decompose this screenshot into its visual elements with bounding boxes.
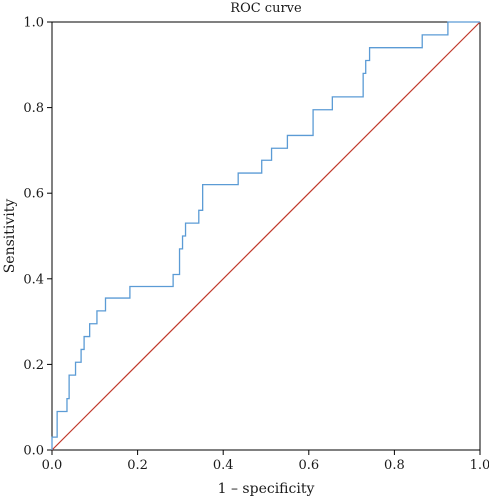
series-lines [51,21,481,451]
roc-curve-line [51,21,480,450]
x-tick-label: 0.6 [298,458,319,473]
x-axis-ticks: 0.0 0.2 0.4 0.6 0.8 1.0 [42,450,489,473]
chart-title: ROC curve [230,1,302,16]
y-tick-label: 0.6 [23,187,44,202]
x-axis-label: 1 – specificity [218,481,315,497]
y-tick-label: 0.0 [23,444,44,459]
y-axis-label: Sensitivity [2,199,18,274]
plot-area [51,21,481,451]
reference-diagonal-line [51,21,481,451]
x-tick-label: 0.8 [384,458,405,473]
x-tick-label: 0.2 [127,458,148,473]
y-tick-label: 0.2 [23,358,44,373]
x-tick-label: 1.0 [470,458,489,473]
x-tick-label: 0.0 [42,458,63,473]
y-tick-label: 0.4 [23,272,44,287]
y-axis-ticks: 0.0 0.2 0.4 0.6 0.8 1.0 [23,16,52,459]
y-tick-label: 1.0 [23,16,44,31]
x-tick-label: 0.4 [213,458,234,473]
y-tick-label: 0.8 [23,101,44,116]
